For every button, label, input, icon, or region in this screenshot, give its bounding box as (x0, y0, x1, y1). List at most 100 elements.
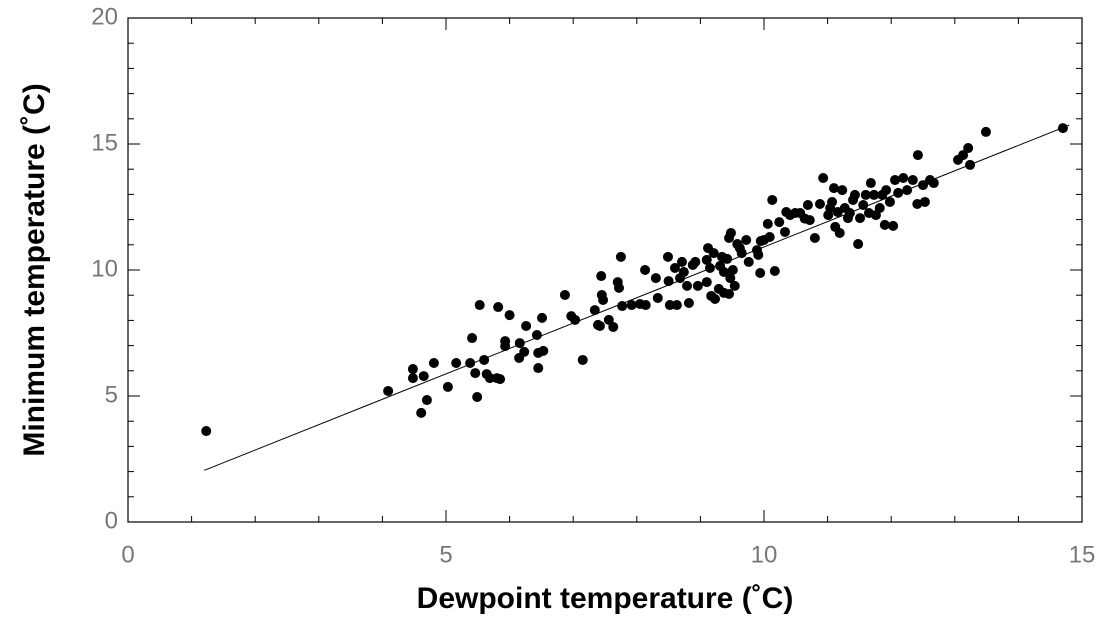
data-point (902, 185, 913, 196)
data-point (615, 251, 626, 262)
x-tick-label: 0 (121, 541, 134, 568)
data-point (724, 288, 735, 299)
data-point (741, 235, 752, 246)
x-tick-label: 15 (1069, 541, 1096, 568)
data-point (708, 248, 719, 259)
data-point (890, 175, 901, 186)
data-point (421, 395, 432, 406)
data-point (640, 300, 651, 311)
data-point (479, 354, 490, 365)
plot-frame (127, 17, 1083, 523)
data-point (764, 231, 775, 242)
data-point (918, 180, 928, 191)
data-point (884, 196, 895, 207)
y-tick-label: 20 (91, 3, 118, 30)
data-point (725, 227, 736, 238)
data-point (980, 126, 991, 137)
data-point (484, 373, 495, 384)
data-point (669, 262, 680, 273)
data-point (493, 302, 504, 313)
data-point (514, 338, 525, 349)
data-point (809, 232, 820, 243)
data-point (474, 300, 485, 311)
data-point (589, 305, 600, 316)
data-point (652, 292, 663, 303)
data-point (762, 218, 773, 229)
data-point (844, 208, 855, 219)
data-point (727, 265, 738, 275)
x-tick-label: 10 (751, 541, 778, 568)
data-point (755, 268, 766, 279)
data-point (472, 392, 483, 403)
data-point (881, 185, 892, 196)
data-point (671, 300, 682, 311)
data-point (662, 251, 673, 262)
data-point (701, 277, 712, 288)
data-point (907, 175, 918, 186)
data-point (570, 314, 581, 325)
data-point (465, 357, 476, 368)
data-point (442, 381, 453, 392)
data-point (963, 143, 974, 154)
data-point (849, 189, 860, 200)
data-point (958, 150, 969, 161)
data-point (626, 300, 637, 311)
y-axis-title: Minimum temperature (˚C) (18, 83, 51, 456)
data-point (804, 215, 815, 226)
data-point (519, 346, 530, 357)
data-point (617, 301, 628, 312)
data-point (834, 227, 845, 238)
data-point (678, 267, 689, 278)
data-point (495, 374, 506, 385)
data-point (663, 276, 674, 287)
data-point (664, 300, 675, 311)
data-point (1057, 123, 1068, 134)
y-tick-label: 10 (91, 255, 118, 282)
data-point (676, 256, 687, 267)
data-point (640, 265, 651, 275)
data-point (729, 280, 740, 291)
data-point (837, 185, 848, 196)
data-point (853, 239, 864, 250)
data-point (470, 368, 481, 379)
data-point (718, 267, 729, 278)
data-point (827, 196, 838, 207)
x-tick-label: 5 (439, 541, 452, 568)
data-point (533, 363, 544, 374)
data-point (418, 371, 429, 382)
data-point (893, 187, 904, 198)
data-point (912, 198, 923, 209)
data-point (828, 183, 839, 194)
data-point (704, 262, 715, 273)
data-point (869, 189, 880, 200)
data-point (594, 320, 605, 331)
data-point (814, 198, 825, 209)
data-point (650, 273, 661, 284)
data-point (407, 373, 418, 384)
data-point (690, 256, 701, 267)
data-point (965, 159, 976, 170)
data-point (383, 385, 394, 396)
data-point (682, 280, 693, 291)
data-point (608, 321, 619, 332)
data-point (692, 280, 703, 291)
data-point (710, 293, 721, 304)
data-point (888, 220, 899, 231)
data-point (701, 254, 712, 265)
data-point (521, 320, 532, 331)
data-point (779, 226, 790, 237)
data-point (725, 273, 736, 284)
data-point (722, 253, 733, 264)
data-point (451, 357, 462, 368)
data-point (537, 312, 548, 323)
data-point (855, 213, 866, 224)
data-point (912, 150, 923, 161)
data-point (596, 271, 607, 282)
fit-line (204, 124, 1070, 471)
data-point (598, 294, 609, 305)
data-point (928, 178, 939, 189)
data-point (500, 336, 511, 347)
data-point (865, 178, 876, 189)
data-point (613, 282, 624, 293)
data-point (416, 407, 427, 418)
